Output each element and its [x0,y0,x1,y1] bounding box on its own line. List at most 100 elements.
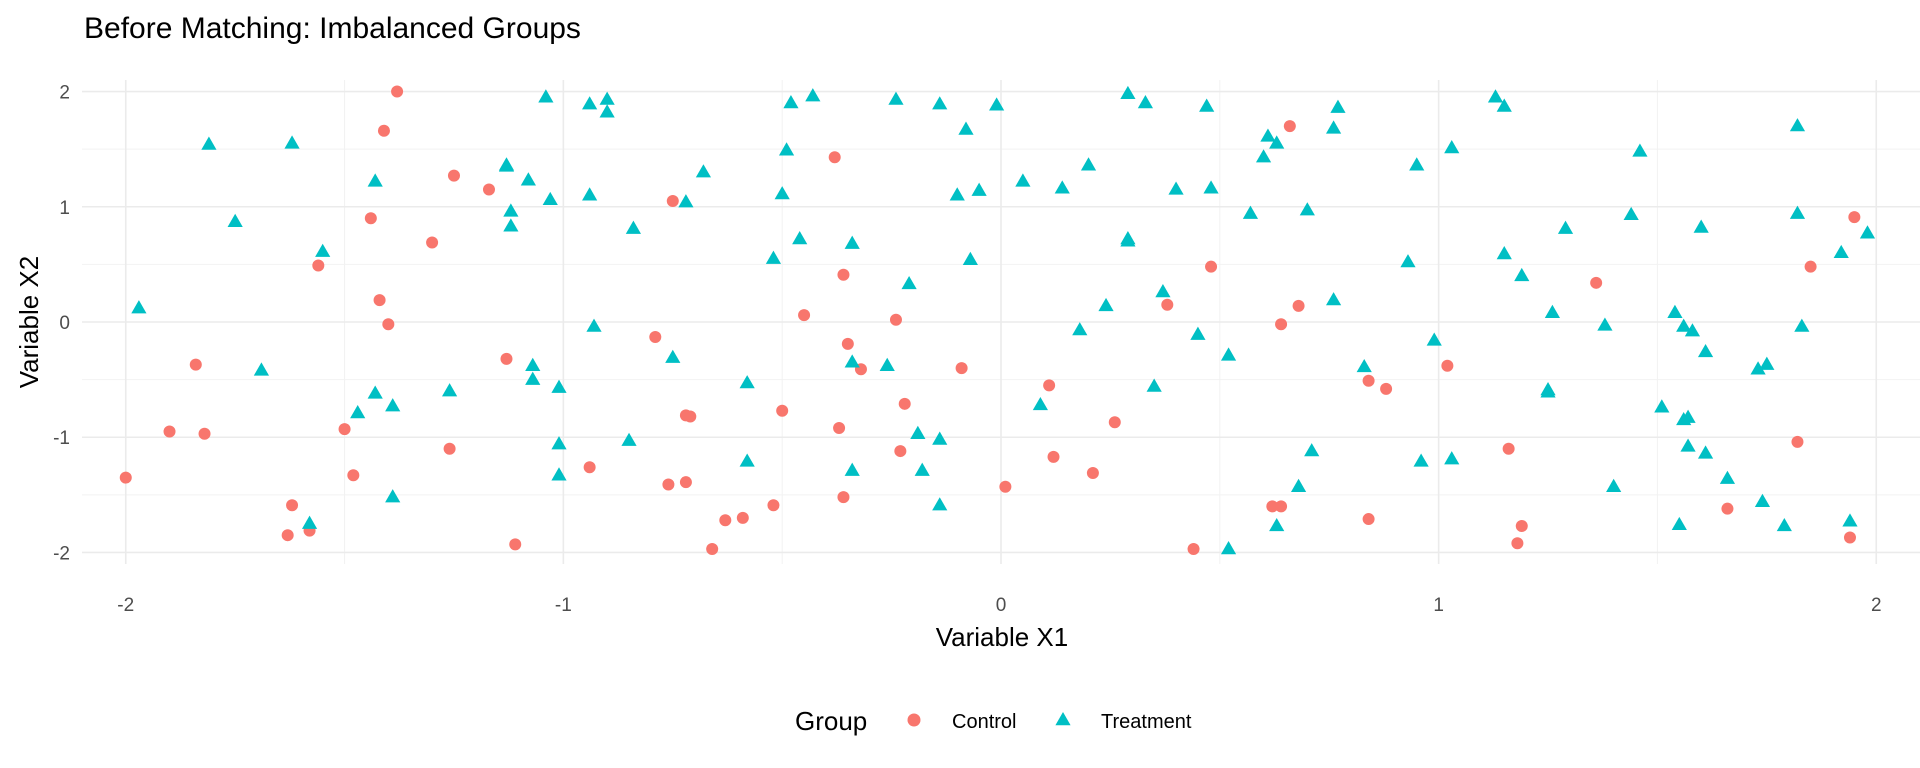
treatment-point [520,172,536,186]
control-point [583,461,596,474]
treatment-point [551,379,567,393]
control-point [338,423,351,436]
treatment-point [739,453,755,467]
control-point [894,445,907,458]
x-axis-ticks: -2 -1 0 1 2 [117,595,1881,616]
treatment-point [1260,128,1276,142]
treatment-point [1684,323,1701,337]
legend-treatment-marker [1055,712,1071,726]
treatment-point [1220,541,1237,555]
y-tick-label: 0 [59,313,70,334]
x-tick-label: -2 [117,595,134,616]
treatment-point [739,375,755,389]
control-point [1086,466,1099,479]
control-point [684,410,697,423]
treatment-point [665,349,681,363]
control-point [649,330,662,343]
treatment-point [1514,267,1530,282]
control-point [1275,318,1288,331]
control-point [347,469,360,482]
control-point [837,268,850,281]
treatment-point [1750,361,1766,375]
treatment-point [551,467,567,481]
treatment-point [949,187,965,201]
treatment-point [621,432,637,446]
control-point [364,212,377,225]
control-point [898,397,911,410]
y-tick-label: 1 [59,198,70,219]
control-point [286,499,299,512]
treatment-point [385,489,401,503]
treatment-point [1676,318,1692,332]
x-axis-title: Variable X1 [936,622,1069,652]
treatment-point [1654,399,1670,413]
control-point [482,183,495,196]
control-point [1804,260,1817,273]
treatment-point [503,203,519,217]
treatment-point [958,121,974,135]
treatment-point [1269,135,1285,149]
treatment-point [879,357,895,371]
treatment-point [367,385,383,399]
control-point [679,476,692,489]
control-point [662,478,675,491]
treatment-point [1054,180,1070,194]
treatment-point [253,362,270,376]
treatment-point [582,96,598,110]
control-point [1791,435,1804,448]
treatment-point [1444,451,1460,465]
treatment-point [551,436,567,450]
treatment-point [695,164,712,178]
control-point [1590,276,1603,289]
treatment-point [1098,297,1114,312]
treatment-point [1325,120,1342,134]
treatment-point [1080,157,1097,171]
treatment-point [1697,445,1714,459]
treatment-point [503,218,519,232]
treatment-point [1146,378,1162,392]
treatment-point [1667,304,1683,318]
treatment-point [1015,173,1031,187]
treatment-point [1137,95,1154,109]
treatment-point [1330,99,1346,113]
control-point [1843,531,1856,544]
treatment-point [284,135,300,149]
control-point [833,422,846,435]
control-point [1721,502,1734,515]
treatment-point [1671,516,1687,531]
control-point [666,195,679,207]
control-point [841,337,854,350]
control-point [1515,519,1528,532]
treatment-point [1540,381,1556,396]
treatment-point [989,97,1005,111]
treatment-point [1199,98,1215,112]
control-point [955,362,968,375]
treatment-point [1426,332,1442,346]
treatment-point [1242,205,1259,219]
treatment-point [1859,225,1876,239]
control-point [163,425,176,438]
treatment-point [932,497,948,511]
treatment-point [1496,246,1512,260]
treatment-point [783,95,799,109]
control-point [382,318,395,331]
control-point [500,352,513,365]
control-point [1205,260,1218,273]
control-point [198,427,211,440]
treatment-point [599,91,615,105]
control-point [1362,374,1375,387]
data-points [119,85,1876,556]
control-point [1511,537,1524,550]
control-point [377,124,390,137]
treatment-point [1842,513,1858,527]
treatment-point [1120,85,1136,100]
treatment-point [1693,219,1709,233]
x-tick-label: 0 [996,595,1007,616]
treatment-point [1120,231,1136,245]
treatment-point [1606,478,1622,492]
treatment-point [315,243,331,257]
treatment-point [1719,470,1736,484]
treatment-point [844,462,860,476]
